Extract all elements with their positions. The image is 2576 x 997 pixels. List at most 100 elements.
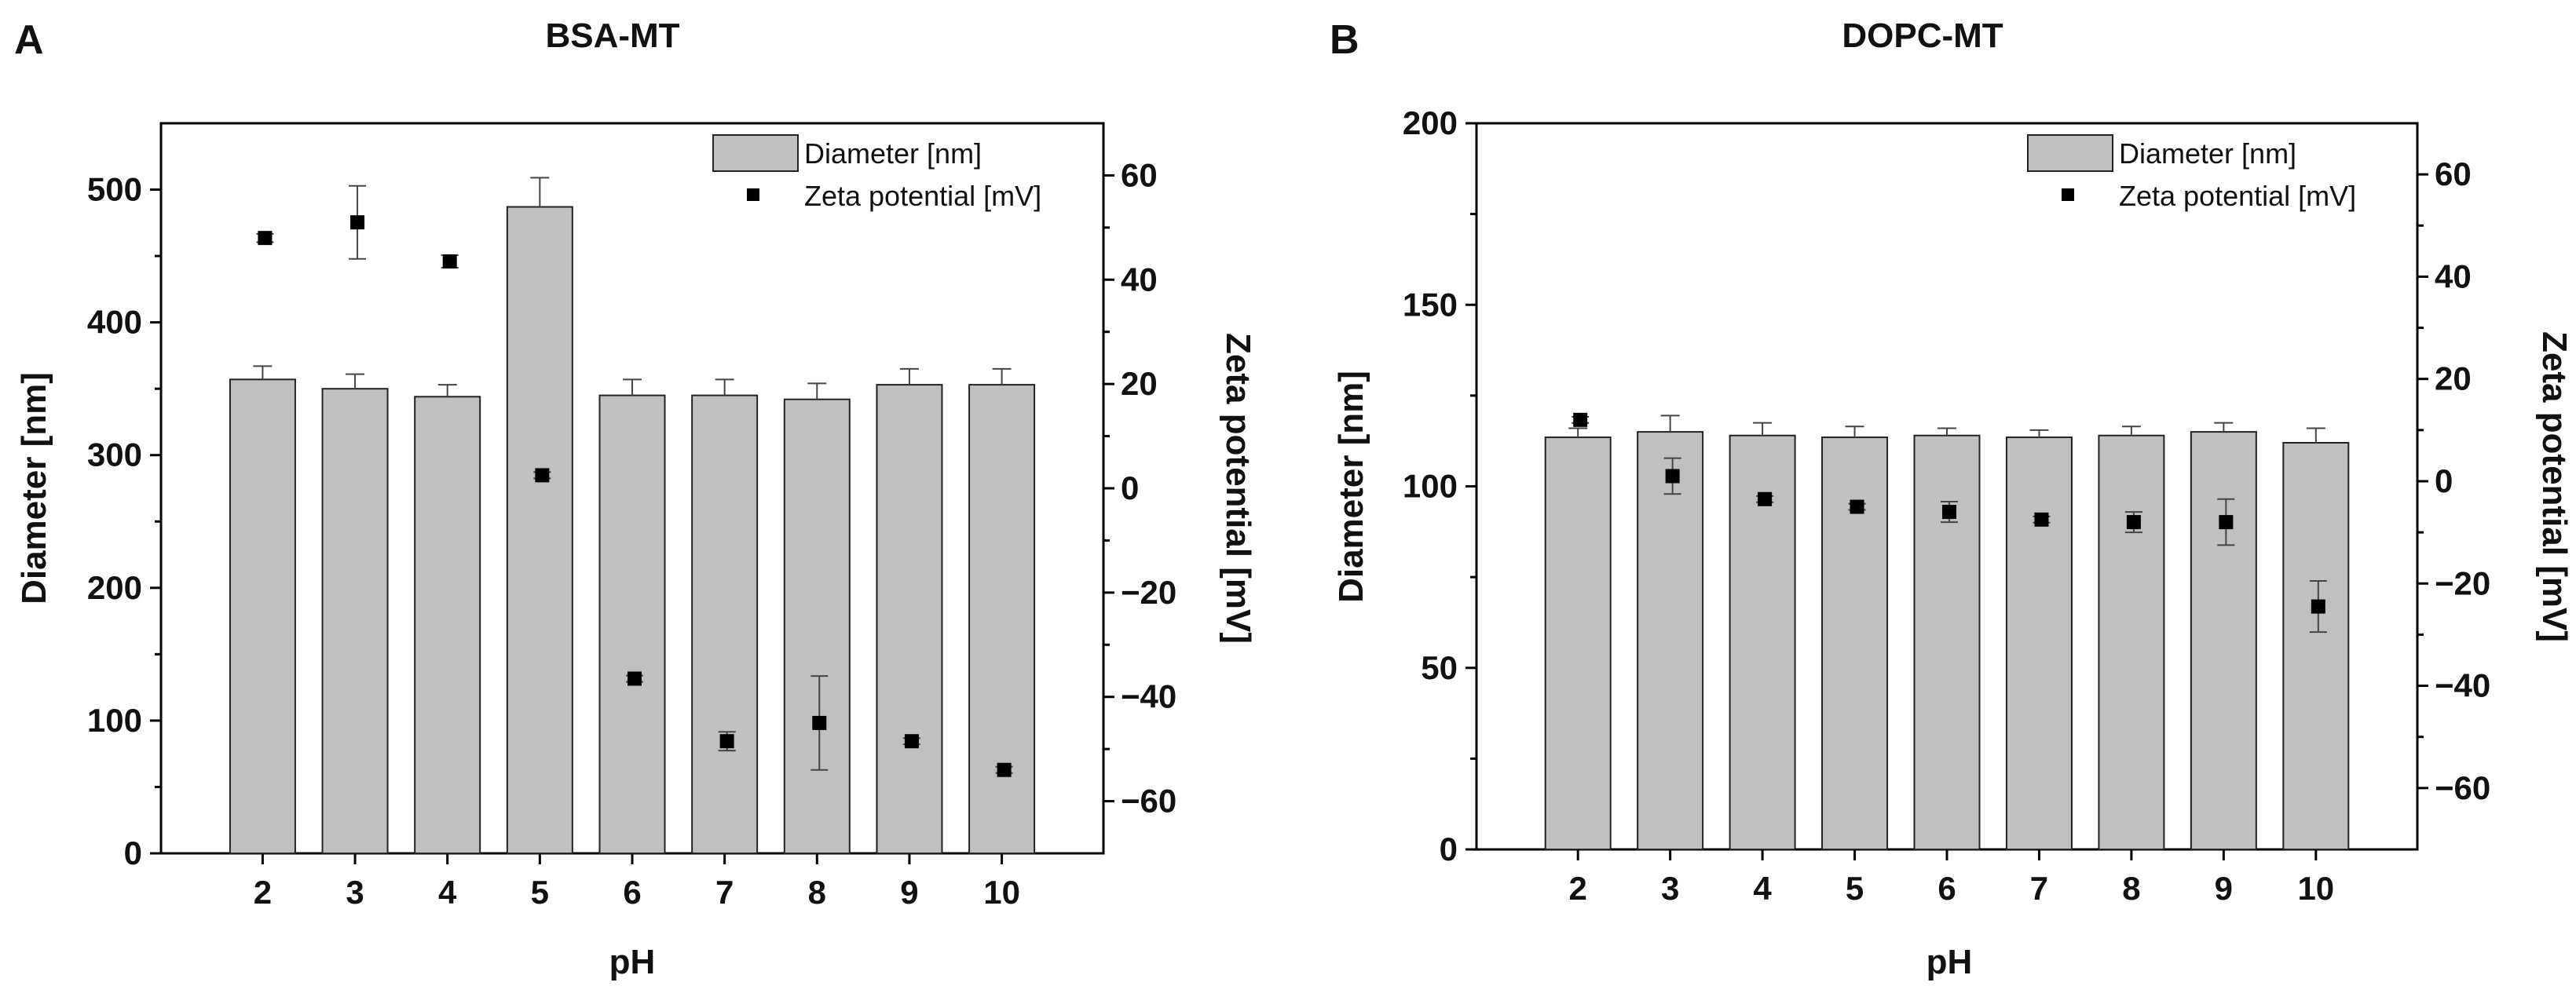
y2-axis-label-a: Zeta potential [mV] [1219,333,1257,644]
legend-label-diameter-a: Diameter [nm] [804,137,982,170]
legend-label-zeta-a: Zeta potential [mV] [804,180,1041,212]
x-tick-label-a: 9 [900,874,918,911]
x-tick-label-a: 5 [531,874,549,911]
y-tick-label-a: 200 [87,569,142,606]
panel-letter-b: B [1330,17,1359,63]
point-zeta-b [2126,515,2141,530]
bar-diameter-b [2098,434,2165,850]
point-zeta-b [2311,599,2325,614]
y2-tick-label-b: 20 [2435,360,2472,397]
point-zeta-b [2219,515,2234,530]
y-tick-label-a: 100 [87,702,142,739]
x-tick-label-a: 10 [983,874,1020,911]
point-zeta-a [350,215,365,230]
x-tick-label-b: 9 [2215,870,2233,907]
point-zeta-a [997,762,1012,777]
y-axis-label-a: Diameter [nm] [15,372,53,604]
point-zeta-b [1942,505,1956,520]
y-tick-label-b: 100 [1403,468,1458,505]
x-tick-label-a: 8 [808,874,826,911]
x-tick-label-b: 7 [2030,870,2048,907]
bar-diameter-b [1544,436,1612,850]
legend-b: Diameter [nm] Zeta potential [mV] [2027,134,2356,212]
x-tick-label-a: 7 [715,874,734,911]
point-zeta-a [904,734,919,749]
plot-area-a: 0 100 200 300 400 500 −60 −40 −20 0 20 40 60 2 3 4 5 6 7 8 9… [87,156,1176,911]
bar-diameter-a [691,394,759,854]
y-tick-label-a: 0 [124,834,142,871]
chart-title-b: DOPC-MT [1842,16,2003,55]
x-tick-label-b: 4 [1753,870,1772,907]
point-zeta-b [1850,499,1864,514]
legend-marker-zeta-b [2062,188,2074,201]
y2-tick-label-a: −40 [1121,678,1176,715]
y2-tick-label-a: −20 [1121,574,1176,611]
bar-diameter-b [2005,436,2073,850]
point-zeta-b [1573,412,1588,427]
x-axis-label-b: pH [1927,943,1973,981]
x-tick-label-a: 6 [623,874,641,911]
panel-letter-a: A [14,17,44,63]
point-zeta-a [628,671,642,686]
point-zeta-a [442,254,457,269]
point-zeta-b [1758,491,1773,506]
bar-diameter-b [1821,436,1889,850]
y2-tick-label-a: 0 [1121,469,1139,506]
legend-label-zeta-b: Zeta potential [mV] [2119,180,2356,212]
point-zeta-a [535,468,550,483]
x-tick-label-b: 2 [1569,870,1587,907]
legend-swatch-diameter-b [2027,134,2113,172]
point-zeta-a [258,231,273,246]
y2-tick-label-b: −20 [2435,564,2490,601]
x-tick-label-b: 6 [1937,870,1956,907]
bar-diameter-a [321,388,389,854]
x-axis-label-a: pH [609,943,656,981]
bar-diameter-a [414,396,481,854]
panel-b: B DOPC-MT Diameter [nm] Zeta potential [… [1330,16,2574,981]
y2-tick-label-b: 60 [2435,155,2472,192]
y2-tick-label-a: −60 [1121,783,1176,820]
bar-diameter-a [506,206,573,854]
bar-diameter-b [2282,442,2350,850]
legend-a: Diameter [nm] Zeta potential [mV] [712,134,1041,212]
y2-tick-label-b: −40 [2435,667,2490,704]
y-tick-label-a: 400 [87,304,142,341]
y-tick-label-b: 150 [1403,286,1458,323]
bar-diameter-a [229,378,296,854]
point-zeta-a [719,734,734,749]
bar-diameter-a [968,384,1036,855]
plot-area-b: 0 50 100 150 200 −60 −40 −20 0 20 40 60 2 3 4 5 6 7 8 9 10 [1403,104,2490,907]
panel-a: A BSA-MT Diameter [nm] Zeta potential [m… [14,16,1257,981]
y-tick-label-a: 300 [87,436,142,473]
legend-label-diameter-b: Diameter [nm] [2119,137,2296,170]
x-tick-label-b: 8 [2122,870,2140,907]
y-tick-label-b: 50 [1421,649,1458,686]
x-tick-label-b: 5 [1846,870,1864,907]
y2-tick-label-a: 40 [1121,261,1158,298]
bar-diameter-b [1637,431,1704,850]
point-zeta-b [1665,469,1680,484]
x-tick-label-a: 2 [254,874,272,911]
y2-tick-label-a: 20 [1121,365,1158,402]
point-zeta-b [2034,512,2049,527]
chart-title-a: BSA-MT [545,16,679,55]
x-tick-label-b: 10 [2297,870,2334,907]
legend-marker-zeta-a [747,188,759,201]
y2-tick-label-b: −60 [2435,769,2490,806]
x-tick-label-a: 4 [438,874,457,911]
y-tick-label-a: 500 [87,171,142,208]
bar-diameter-a [876,384,943,855]
x-tick-label-a: 3 [346,874,364,911]
y-tick-label-b: 0 [1440,831,1458,867]
bar-diameter-a [598,394,666,854]
y2-tick-label-b: 0 [2435,462,2453,499]
bar-diameter-b [1913,434,1981,850]
y-tick-label-b: 200 [1403,104,1458,141]
y2-tick-label-a: 60 [1121,156,1158,193]
y2-axis-label-b: Zeta potential [mV] [2535,331,2574,642]
bar-diameter-b [2190,431,2257,850]
legend-swatch-diameter-a [712,134,799,172]
bar-diameter-a [783,398,851,854]
x-tick-label-b: 3 [1661,870,1679,907]
